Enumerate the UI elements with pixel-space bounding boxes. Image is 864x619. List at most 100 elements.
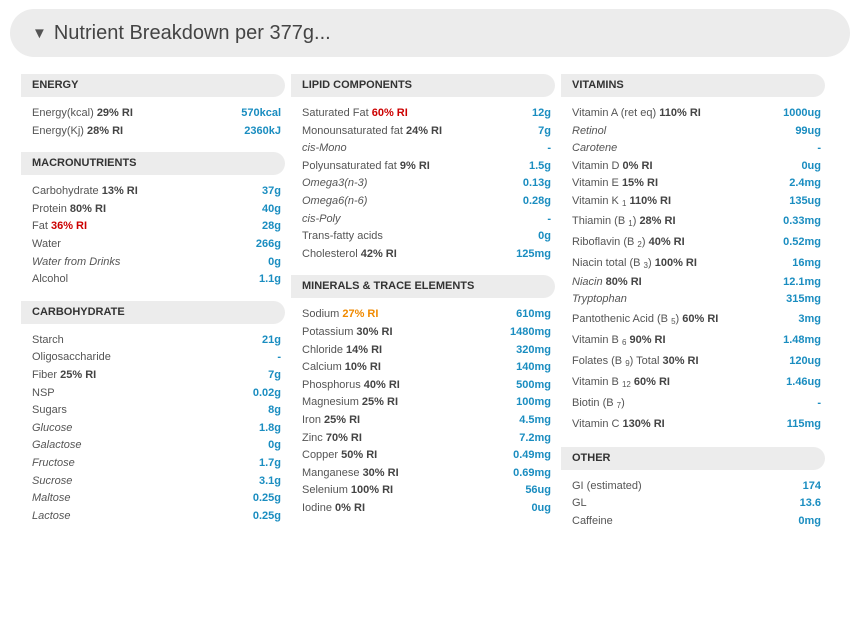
nutrient-row: Polyunsaturated fat 9% RI 1.5g — [291, 158, 555, 176]
nutrient-subscript: 7 — [616, 400, 622, 410]
nutrient-row: Protein 80% RI 40g — [21, 201, 285, 219]
nutrient-row: Carbohydrate 13% RI 37g — [21, 183, 285, 201]
nutrient-value: 1.7g — [258, 456, 281, 469]
nutrient-row: Energy(kcal) 29% RI 570kcal — [21, 105, 285, 123]
nutrient-value: 1480mg — [510, 325, 551, 338]
nutrient-value: 0.33mg — [783, 214, 821, 227]
nutrient-row: Starch 21g — [21, 332, 285, 350]
ri-percent: 9% RI — [399, 159, 430, 172]
nutrient-subscript: 5 — [671, 316, 676, 326]
nutrient-value: 2.4mg — [789, 177, 821, 190]
column-2: LIPID COMPONENTS Saturated Fat 60% RI 12g M… — [291, 74, 555, 529]
nutrient-name: GL — [572, 497, 587, 510]
nutrient-value: 174 — [802, 479, 821, 492]
nutrient-name: Water from Drinks — [32, 255, 121, 268]
nutrient-row: Fat 36% RI 28g — [21, 218, 285, 236]
panel-title: Nutrient Breakdown per 377g... — [53, 21, 331, 44]
nutrient-label: Biotin (B 7) — [572, 393, 625, 414]
nutrient-label: Calcium 10% RI — [302, 359, 381, 377]
nutrient-name: Monounsaturated fat — [302, 124, 403, 137]
nutrient-value: 120ug — [789, 354, 821, 367]
ri-percent: 13% RI — [101, 185, 138, 198]
nutrient-row: Zinc 70% RI 7.2mg — [291, 430, 555, 448]
nutrient-label: Vitamin B 12 60% RI — [572, 372, 670, 393]
nutrient-name: Sugars — [32, 404, 67, 417]
nutrient-label: Carotene — [572, 140, 617, 158]
ri-percent: 40% RI — [648, 235, 685, 248]
nutrient-row: Lactose 0.25g — [21, 508, 285, 526]
ri-percent: 10% RI — [344, 361, 381, 374]
nutrient-row: cis-Mono - — [291, 140, 555, 158]
ri-percent: 60% RI — [633, 375, 670, 388]
nutrient-value: 16mg — [792, 256, 821, 269]
nutrient-label: Trans-fatty acids — [302, 228, 383, 246]
nutrient-label: NSP — [32, 385, 55, 403]
nutrient-name: cis-Poly — [302, 212, 341, 225]
ri-percent: 50% RI — [341, 449, 378, 462]
nutrient-name: Sodium — [302, 308, 340, 321]
nutrient-name: Sucrose — [32, 474, 73, 487]
nutrient-name: Pantothenic Acid (B — [572, 312, 669, 325]
nutrient-label: Sucrose — [32, 473, 72, 491]
nutrient-label: Tryptophan — [572, 291, 627, 309]
nutrient-value: 0g — [268, 439, 281, 452]
nutrient-label: Energy(Kj) 28% RI — [32, 123, 123, 141]
nutrient-value: 7g — [538, 124, 551, 137]
nutrient-value: 1.48mg — [783, 333, 821, 346]
nutrient-row: Niacin total (B 3) 100% RI 16mg — [561, 253, 825, 274]
ri-percent: 0% RI — [622, 159, 653, 172]
nutrient-row: Manganese 30% RI 0.69mg — [291, 465, 555, 483]
nutrient-row: Chloride 14% RI 320mg — [291, 342, 555, 360]
nutrient-value: 100mg — [516, 396, 551, 409]
nutrient-value: 266g — [255, 237, 281, 250]
nutrient-value: 1.46ug — [786, 375, 821, 388]
nutrient-value: 0.25g — [252, 492, 281, 505]
nutrient-value: 0ug — [801, 159, 821, 172]
nutrient-value: 115mg — [786, 417, 821, 430]
nutrient-value: 13.6 — [799, 497, 821, 510]
nutrient-name: Vitamin D — [572, 159, 620, 172]
nutrient-name: Manganese — [302, 466, 360, 479]
nutrient-name: Lactose — [32, 509, 71, 522]
ri-percent: 80% RI — [69, 202, 106, 215]
nutrient-value: - — [817, 142, 821, 155]
nutrient-name: Vitamin B — [572, 333, 619, 346]
nutrient-row: Magnesium 25% RI 100mg — [291, 394, 555, 412]
section-title: VITAMINS — [561, 74, 825, 97]
nutrient-name: Energy(kcal) — [32, 107, 94, 119]
ri-percent: 110% RI — [659, 107, 701, 119]
ri-percent: 25% RI — [324, 413, 361, 426]
nutrient-name: NSP — [32, 386, 55, 399]
nutrient-label: Water from Drinks — [32, 254, 120, 272]
nutrient-value: 1.8g — [258, 421, 281, 434]
nutrient-value: 0.69mg — [513, 466, 551, 479]
nutrient-label: Fructose — [32, 455, 75, 473]
nutrient-name: Calcium — [302, 361, 342, 374]
nutrient-row: GL 13.6 — [561, 495, 825, 513]
nutrient-label: Folates (B 9) Total 30% RI — [572, 351, 699, 372]
nutrient-value: 0g — [268, 255, 281, 268]
nutrient-value: 3.1g — [258, 474, 281, 487]
nutrient-name: Fat — [32, 220, 48, 233]
ri-percent: 80% RI — [605, 275, 642, 288]
ri-percent: 15% RI — [621, 177, 659, 190]
nutrient-value: 21g — [262, 333, 281, 346]
ri-percent: 110% RI — [629, 194, 672, 207]
nutrient-name: Niacin — [572, 275, 603, 288]
nutrient-label: Caffeine — [572, 513, 613, 531]
nutrient-label: Chloride 14% RI — [302, 342, 382, 360]
nutrient-value: 40g — [262, 202, 281, 215]
nutrient-row: NSP 0.02g — [21, 385, 285, 403]
nutrient-label: Protein 80% RI — [32, 201, 106, 219]
nutrient-name: Carbohydrate — [32, 185, 99, 198]
nutrient-label: cis-Mono — [302, 140, 347, 158]
nutrient-row: Folates (B 9) Total 30% RI 120ug — [561, 351, 825, 372]
nutrient-suffix: ) — [648, 256, 652, 269]
nutrient-name: Omega6(n-6) — [302, 194, 368, 207]
ri-percent: 30% RI — [356, 325, 393, 338]
nutrient-breakdown-toggle[interactable]: ▼ Nutrient Breakdown per 377g... — [10, 9, 850, 57]
nutrient-value: 99ug — [795, 124, 821, 137]
nutrient-label: Vitamin C 130% RI — [572, 414, 665, 435]
nutrient-row: Cholesterol 42% RI 125mg — [291, 246, 555, 264]
nutrient-value: 315mg — [786, 293, 821, 306]
